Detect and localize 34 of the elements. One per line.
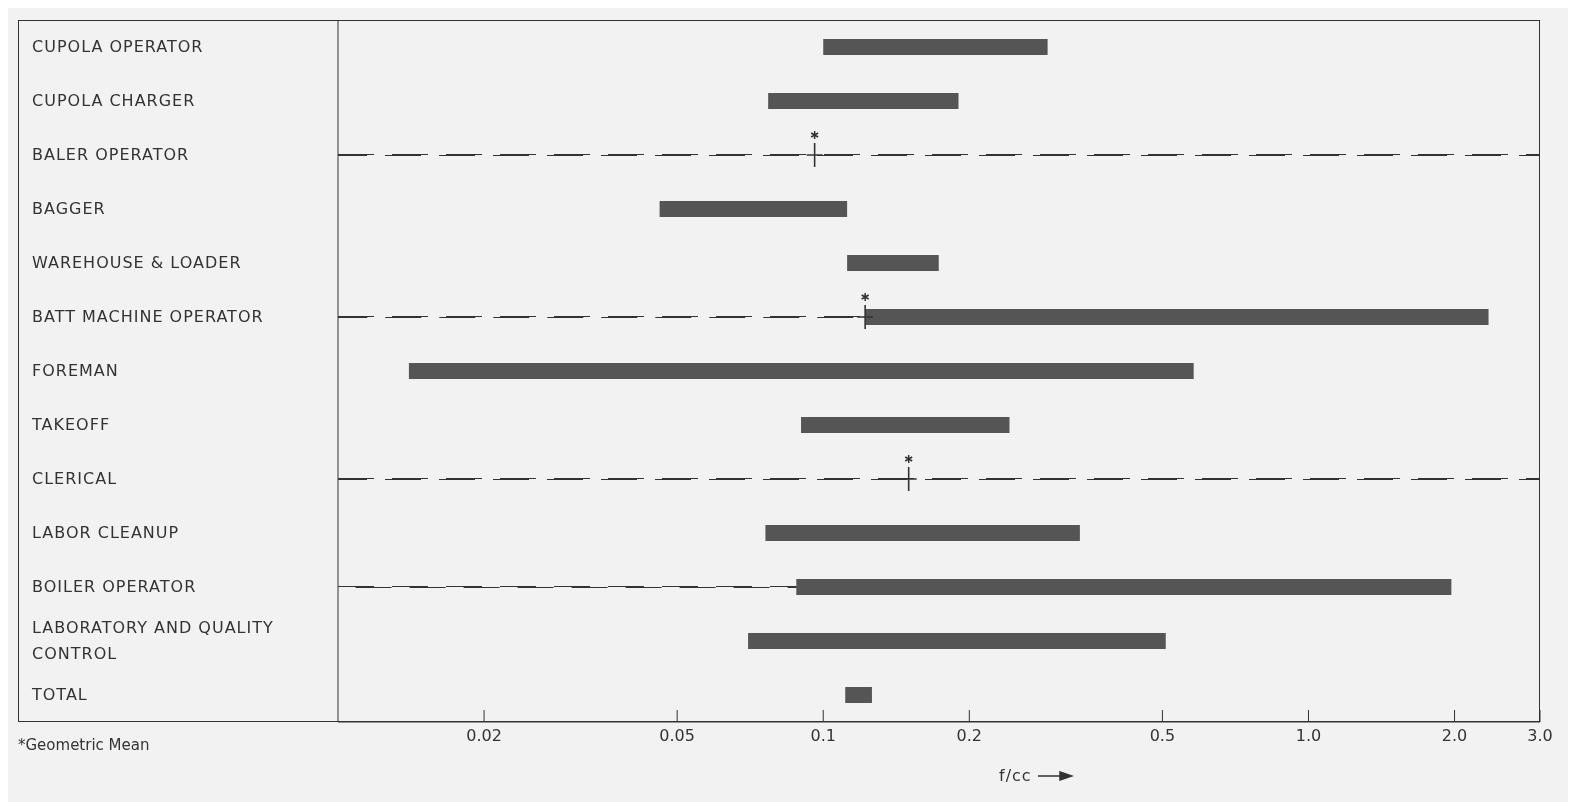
bar — [408, 363, 1194, 379]
x-tick-label: 0.1 — [810, 726, 836, 746]
x-tick-label: 3.0 — [1527, 726, 1553, 746]
bar — [823, 39, 1048, 55]
y-tick-label: TOTAL — [31, 684, 88, 704]
x-tick-label: 0.02 — [466, 726, 502, 746]
x-tick-label: 0.05 — [659, 726, 695, 746]
bar — [768, 93, 959, 109]
y-tick-label: LABOR CLEANUP — [32, 522, 180, 542]
y-tick-label: CUPOLA CHARGER — [32, 90, 196, 110]
x-tick-label: 2.0 — [1441, 726, 1468, 746]
bar — [748, 633, 1166, 649]
x-tick-label: 0.5 — [1149, 726, 1176, 746]
x-tick-label: 0.2 — [956, 726, 983, 746]
y-tick-label: BATT MACHINE OPERATOR — [32, 306, 264, 326]
text: *Geometric Mean — [18, 736, 150, 754]
y-tick-label: WAREHOUSE & LOADER — [32, 252, 242, 272]
x-tick-label: 1.0 — [1295, 726, 1322, 746]
y-tick-label: CUPOLA OPERATOR — [32, 36, 204, 56]
y-tick-label: BOILER OPERATOR — [32, 576, 197, 596]
y-tick-label: TAKEOFF — [31, 414, 111, 434]
bar — [765, 525, 1080, 541]
bar — [801, 417, 1010, 433]
y-tick-label: FOREMAN — [32, 360, 119, 380]
y-tick-label: BAGGER — [32, 198, 106, 218]
bar — [845, 687, 872, 703]
x-axis-title: f/cc — [999, 766, 1032, 785]
y-tick-label: CLERICAL — [32, 468, 118, 488]
bar — [865, 309, 1489, 325]
bar — [796, 579, 1452, 595]
y-tick-label: BALER OPERATOR — [32, 144, 190, 164]
y-tick-label: LABORATORY AND QUALITY CONTROL — [32, 617, 274, 663]
bar — [659, 201, 848, 217]
bar — [847, 255, 939, 271]
